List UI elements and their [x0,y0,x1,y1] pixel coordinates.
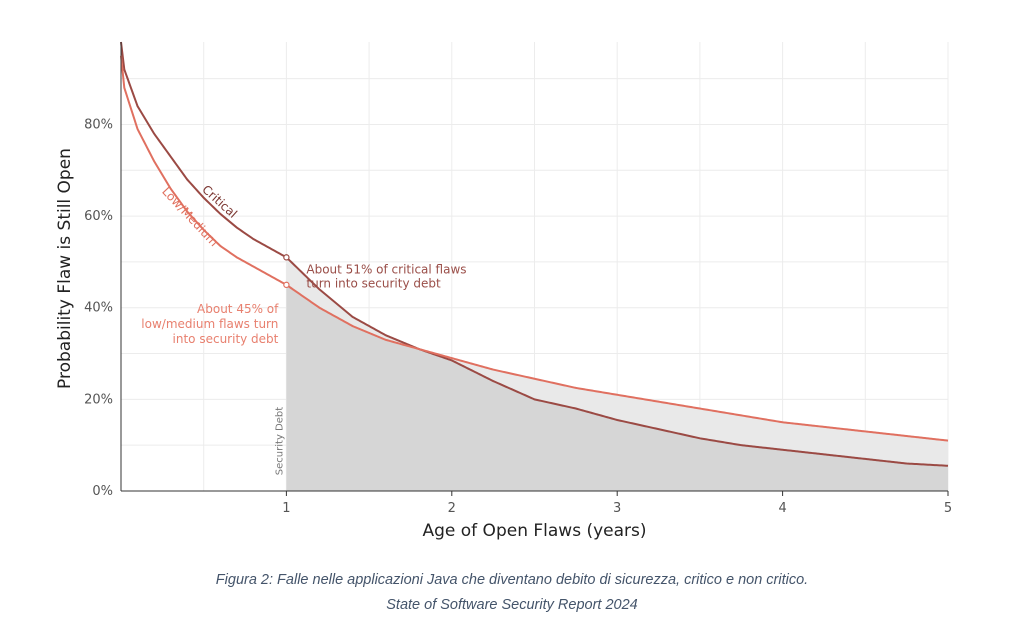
annotation-critical-text: About 51% of critical flaws [306,262,466,276]
security-debt-region [286,257,948,491]
y-axis-title: Probability Flaw is Still Open [55,148,75,389]
chart-axes [120,42,948,492]
figure-caption-source: State of Software Security Report 2024 [386,597,638,613]
annotation-low-medium-text: into security debt [173,332,279,346]
annotation-marker [283,281,290,289]
annotation-marker [283,254,290,261]
series-lines [120,41,949,467]
annotation-low-medium-text: About 45% of [197,302,279,316]
series-line-low-medium [120,55,949,442]
x-tick-label: 2 [448,501,456,516]
curve-label-critical: Critical [199,182,240,220]
y-tick-label: 60% [84,209,113,224]
figure-caption: Figura 2: Falle nelle applicazioni Java … [215,572,809,588]
annotation-markers [283,254,290,289]
x-tick-label: 5 [944,501,952,516]
y-tick-label: 20% [84,392,113,407]
security-debt-label: Security Debt [274,407,285,475]
between-curves-fill [286,257,948,466]
annotation-critical-text: turn into security debt [306,276,441,290]
chart-grid [121,42,949,491]
annotation-low-medium-text: low/medium flaws turn [141,317,278,331]
series-line-critical [120,41,949,467]
chart: 1 2 3 4 5 0% 20% 40% 60% 80% About 51% of critica… [55,41,952,541]
x-tick-label: 3 [613,501,621,516]
x-axis-title: Age of Open Flaws (years) [422,521,646,541]
security-debt-area [286,284,948,491]
x-tick-label: 1 [282,501,290,516]
y-tick-label: 40% [84,301,113,316]
tick-labels: 1 2 3 4 5 0% 20% 40% 60% 80% [84,117,952,516]
x-tick-label: 4 [778,501,786,516]
y-tick-label: 0% [92,484,113,499]
y-tick-label: 80% [84,117,113,132]
